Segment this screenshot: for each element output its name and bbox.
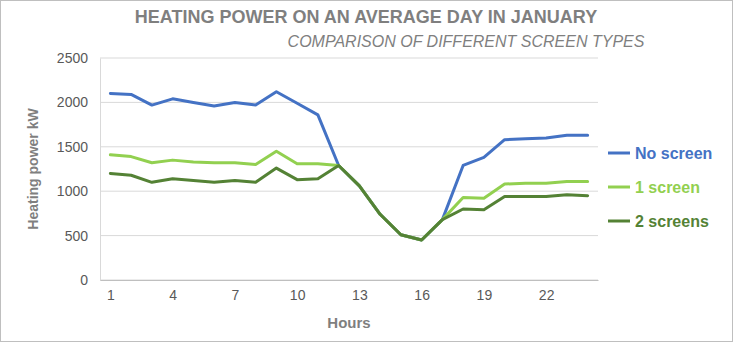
x-tick: 16 [414, 280, 430, 303]
x-axis-title: Hours [327, 314, 370, 331]
y-tick: 2500 [57, 50, 100, 66]
x-tick: 13 [352, 280, 368, 303]
series-line [110, 92, 587, 240]
y-tick-label: 0 [80, 272, 88, 288]
grid-line [100, 146, 598, 147]
y-tick: 1500 [57, 139, 100, 155]
grid-line [100, 280, 598, 281]
plot-area [110, 92, 587, 240]
grid-line [100, 191, 598, 192]
legend-label: 2 screens [635, 213, 709, 230]
grid-line [100, 58, 598, 59]
y-tick-label: 1500 [57, 139, 88, 155]
x-tick: 4 [169, 280, 177, 303]
legend-swatch [608, 220, 630, 223]
x-tick: 7 [231, 280, 239, 303]
y-axis-line [100, 59, 101, 281]
y-axis-title: Heating power kW [25, 108, 41, 230]
x-tick: 22 [539, 280, 555, 303]
title: HEATING POWER ON AN AVERAGE DAY IN JANUA… [135, 7, 597, 27]
legend-swatch [608, 186, 630, 189]
legend-swatch [608, 152, 630, 155]
grid [100, 58, 598, 280]
x-tick-label: 16 [414, 287, 430, 303]
legend-label: No screen [635, 145, 712, 162]
y-tick-label: 2000 [57, 94, 88, 110]
x-tick-label: 4 [169, 287, 177, 303]
x-tick-label: 7 [231, 287, 239, 303]
x-tick: 19 [477, 280, 493, 303]
x-tick-label: 10 [290, 287, 306, 303]
y-tick: 1000 [57, 183, 100, 199]
y-axis: 0 500 1000 1500 2000 2500 [57, 50, 101, 288]
grid-line [100, 102, 598, 103]
subtitle: COMPARISON OF DIFFERENT SCREEN TYPES [288, 33, 645, 50]
x-tick: 10 [290, 280, 306, 303]
y-tick-label: 1000 [57, 183, 88, 199]
series-line [110, 151, 587, 240]
y-tick-label: 2500 [57, 50, 88, 66]
y-tick: 0 [80, 272, 100, 288]
x-axis-line [101, 280, 599, 281]
chart: 0 500 1000 1500 2000 2500 1 4 7 10 13 16 19 22 HEATING… [0, 0, 733, 342]
x-axis: 1 4 7 10 13 16 19 22 [101, 280, 599, 303]
grid-line [100, 235, 598, 236]
legend: No screen 1 screen 2 screens [608, 145, 712, 230]
series-line [110, 165, 587, 240]
y-tick: 2000 [57, 94, 100, 110]
y-tick: 500 [65, 228, 100, 244]
x-tick: 1 [107, 280, 115, 303]
frame [1, 1, 733, 342]
x-tick-label: 19 [477, 287, 493, 303]
legend-label: 1 screen [635, 179, 700, 196]
y-tick-label: 500 [65, 228, 89, 244]
x-tick-label: 22 [539, 287, 555, 303]
x-tick-label: 1 [107, 287, 115, 303]
x-tick-label: 13 [352, 287, 368, 303]
